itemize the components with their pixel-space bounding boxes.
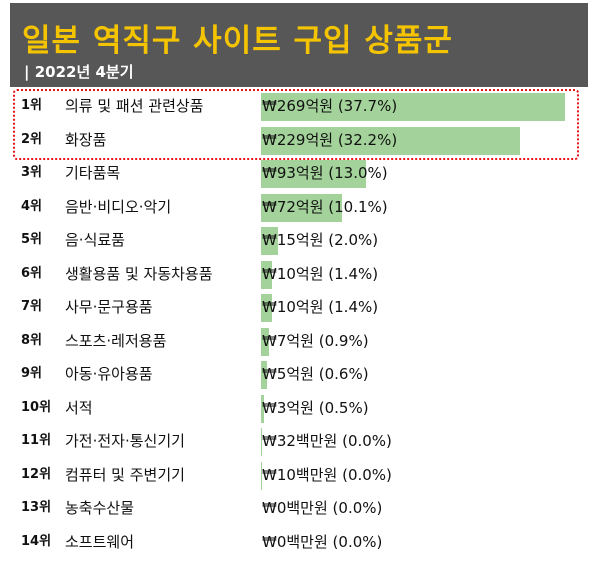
category-label: 음·식료품 — [65, 231, 125, 249]
category-label: 서적 — [65, 398, 93, 417]
value-bar — [261, 93, 565, 121]
category-label: 아동·유아용품 — [65, 365, 153, 383]
rank-label: 7위 — [21, 299, 43, 314]
chart-row: 4위 음반·비디오·악기 ₩72억원 (10.1%) — [0, 190, 600, 224]
value-label: ₩10백만원 (0.0%) — [262, 465, 392, 484]
value-label: ₩10억원 (1.4%) — [262, 298, 379, 316]
rank-label: 4위 — [21, 198, 43, 214]
value-label: ₩5억원 (0.6%) — [262, 365, 369, 383]
value-label: ₩32백만원 (0.0%) — [262, 432, 392, 450]
rank-label: 11위 — [21, 433, 52, 448]
chart-row: 13위 농축수산물 ₩0백만원 (0.0%) — [0, 491, 600, 525]
value-bar — [261, 126, 520, 155]
category-label: 농축수산물 — [65, 499, 135, 517]
value-label: ₩93억원 (13.0%) — [262, 164, 388, 182]
category-label: 음반·비디오·악기 — [65, 197, 172, 216]
category-label: 기타품목 — [65, 164, 121, 182]
rank-label: 1위 — [21, 98, 43, 113]
rank-label: 12위 — [21, 466, 52, 482]
category-label: 화장품 — [65, 130, 107, 149]
value-label: ₩0백만원 (0.0%) — [262, 532, 383, 551]
rank-label: 14위 — [21, 533, 52, 549]
value-bar — [261, 327, 269, 356]
value-label: ₩15억원 (2.0%) — [262, 231, 379, 249]
chart-row: 6위 생활용품 및 자동차용품 ₩10억원 (1.4%) — [0, 257, 600, 291]
rank-label: 8위 — [21, 332, 43, 348]
value-label: ₩10억원 (1.4%) — [262, 264, 379, 283]
value-label: ₩72억원 (10.1%) — [262, 197, 388, 216]
value-label: ₩3억원 (0.5%) — [262, 398, 369, 417]
value-label: ₩229억원 (32.2%) — [262, 130, 398, 149]
value-bar — [261, 361, 267, 389]
value-label: ₩269억원 (37.7%) — [262, 97, 398, 115]
chart-row: 3위 기타품목 ₩93억원 (13.0%) — [0, 156, 600, 190]
category-label: 생활용품 및 자동차용품 — [65, 264, 213, 283]
chart-row: 8위 스포츠·레저용품 ₩7억원 (0.9%) — [0, 324, 600, 358]
category-label: 의류 및 패션 관련상품 — [65, 97, 204, 115]
rank-label: 13위 — [21, 500, 52, 515]
value-bar — [261, 227, 278, 255]
category-label: 스포츠·레저용품 — [65, 331, 167, 350]
category-label: 소프트웨어 — [65, 532, 135, 551]
rank-label: 3위 — [21, 165, 43, 180]
top2-highlight-box — [13, 89, 579, 160]
chart-header: 일본 역직구 사이트 구입 상품군 | 2022년 4분기 — [10, 3, 588, 87]
category-label: 사무·문구용품 — [65, 298, 153, 316]
chart-row: 14위 소프트웨어 ₩0백만원 (0.0%) — [0, 525, 600, 559]
rank-label: 5위 — [21, 232, 43, 247]
value-bar — [261, 394, 265, 423]
value-label: ₩0백만원 (0.0%) — [262, 499, 383, 517]
value-label: ₩7억원 (0.9%) — [262, 331, 369, 350]
chart-row: 1위 의류 및 패션 관련상품 ₩269억원 (37.7%) — [0, 89, 600, 123]
value-bar — [261, 260, 273, 289]
chart-row: 5위 음·식료품 ₩15억원 (2.0%) — [0, 223, 600, 257]
value-bar — [261, 294, 273, 322]
rank-label: 10위 — [21, 399, 52, 415]
chart-row: 11위 가전·전자·통신기기 ₩32백만원 (0.0%) — [0, 424, 600, 458]
value-bar — [261, 160, 367, 188]
chart-row: 2위 화장품 ₩229억원 (32.2%) — [0, 123, 600, 157]
chart-row: 10위 서적 ₩3억원 (0.5%) — [0, 391, 600, 425]
chart-row: 7위 사무·문구용품 ₩10억원 (1.4%) — [0, 290, 600, 324]
rank-label: 6위 — [21, 265, 43, 281]
rank-label: 2위 — [21, 131, 43, 147]
chart-subtitle: | 2022년 4분기 — [24, 63, 134, 81]
chart-row: 12위 컴퓨터 및 주변기기 ₩10백만원 (0.0%) — [0, 458, 600, 492]
chart-title: 일본 역직구 사이트 구입 상품군 — [22, 23, 453, 59]
value-bar — [261, 193, 343, 222]
chart-row: 9위 아동·유아용품 ₩5억원 (0.6%) — [0, 357, 600, 391]
category-label: 컴퓨터 및 주변기기 — [65, 465, 185, 484]
rank-label: 9위 — [21, 366, 43, 381]
category-label: 가전·전자·통신기기 — [65, 432, 185, 450]
